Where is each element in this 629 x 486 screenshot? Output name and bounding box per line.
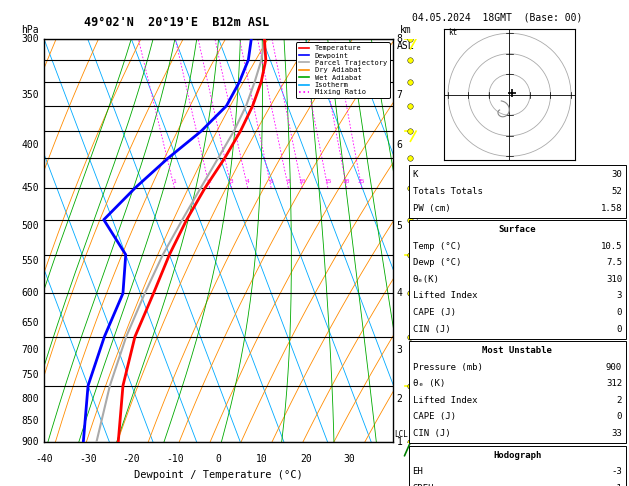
Text: -30: -30 [79,454,96,464]
Text: 7.5: 7.5 [606,259,622,267]
Text: Surface: Surface [499,226,536,234]
Text: CIN (J): CIN (J) [413,325,450,333]
Text: 10.5: 10.5 [601,242,622,251]
Text: CIN (J): CIN (J) [413,429,450,438]
Text: ASL: ASL [396,41,414,51]
Text: -40: -40 [35,454,53,464]
Text: 0: 0 [616,325,622,333]
Text: Dewpoint / Temperature (°C): Dewpoint / Temperature (°C) [134,470,303,481]
Text: 3: 3 [616,292,622,300]
Text: 0: 0 [616,413,622,421]
Text: CAPE (J): CAPE (J) [413,413,455,421]
Text: Mixing Ratio (g/kg): Mixing Ratio (g/kg) [411,190,420,292]
Text: 7: 7 [397,90,403,101]
Text: 800: 800 [21,394,39,404]
Text: LCL: LCL [394,430,408,438]
Text: θₑ (K): θₑ (K) [413,380,445,388]
Text: 20: 20 [343,179,350,184]
Text: 550: 550 [21,257,39,266]
Legend: Temperature, Dewpoint, Parcel Trajectory, Dry Adiabat, Wet Adiabat, Isotherm, Mi: Temperature, Dewpoint, Parcel Trajectory… [296,42,389,98]
Text: Totals Totals: Totals Totals [413,187,482,196]
Text: θₑ(K): θₑ(K) [413,275,440,284]
Text: 0: 0 [216,454,221,464]
Text: 850: 850 [21,417,39,426]
Text: Temp (°C): Temp (°C) [413,242,461,251]
Text: 750: 750 [21,370,39,381]
Text: 33: 33 [611,429,622,438]
Text: 6: 6 [397,139,403,150]
Text: 600: 600 [21,288,39,298]
Text: 10: 10 [298,179,306,184]
Text: -20: -20 [123,454,140,464]
Text: 4: 4 [397,288,403,298]
Text: 310: 310 [606,275,622,284]
Text: 20: 20 [300,454,312,464]
Text: -3: -3 [611,468,622,476]
Text: 900: 900 [606,363,622,372]
Text: hPa: hPa [21,25,39,35]
Text: 1: 1 [397,437,403,447]
Text: 52: 52 [611,187,622,196]
Text: PW (cm): PW (cm) [413,204,450,212]
Text: Pressure (mb): Pressure (mb) [413,363,482,372]
Text: 25: 25 [358,179,365,184]
Text: 1.58: 1.58 [601,204,622,212]
Text: 1: 1 [172,179,176,184]
Text: 450: 450 [21,183,39,193]
Text: 2: 2 [616,396,622,405]
Text: 04.05.2024  18GMT  (Base: 00): 04.05.2024 18GMT (Base: 00) [412,12,582,22]
Text: Lifted Index: Lifted Index [413,292,477,300]
Text: 700: 700 [21,345,39,355]
Text: 30: 30 [611,171,622,179]
Text: Lifted Index: Lifted Index [413,396,477,405]
Text: 15: 15 [324,179,331,184]
Text: 400: 400 [21,139,39,150]
Text: 3: 3 [397,345,403,355]
Text: 2: 2 [208,179,211,184]
Text: 5: 5 [397,222,403,231]
Text: 3: 3 [230,179,233,184]
Text: 300: 300 [21,34,39,44]
Text: 312: 312 [606,380,622,388]
Text: -1: -1 [611,484,622,486]
Text: km: km [399,25,411,35]
Text: 350: 350 [21,90,39,101]
Text: Dewp (°C): Dewp (°C) [413,259,461,267]
Text: 10: 10 [257,454,268,464]
Text: SREH: SREH [413,484,434,486]
Text: 2: 2 [397,394,403,404]
Text: -10: -10 [166,454,184,464]
Text: 30: 30 [343,454,355,464]
Text: 500: 500 [21,222,39,231]
Text: 4: 4 [246,179,250,184]
Text: 900: 900 [21,437,39,447]
Text: 49°02'N  20°19'E  B12m ASL: 49°02'N 20°19'E B12m ASL [84,16,269,29]
Text: CAPE (J): CAPE (J) [413,308,455,317]
Text: Hodograph: Hodograph [493,451,542,460]
Text: EH: EH [413,468,423,476]
Text: 0: 0 [616,308,622,317]
Text: 650: 650 [21,318,39,328]
Text: 6: 6 [269,179,273,184]
Text: K: K [413,171,418,179]
Text: kt: kt [448,28,457,37]
Text: 8: 8 [397,34,403,44]
Text: Most Unstable: Most Unstable [482,347,552,355]
Text: 8: 8 [286,179,290,184]
